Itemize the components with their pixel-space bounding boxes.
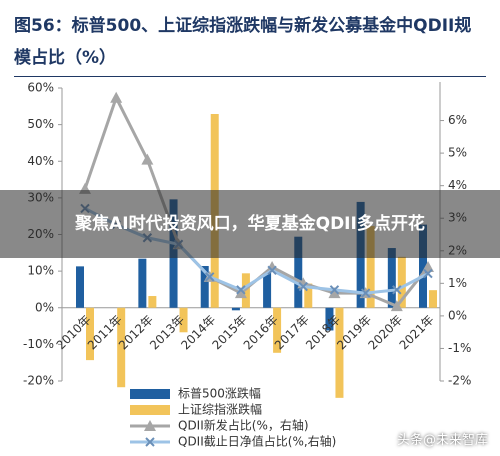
x-tick-label: 2021年 xyxy=(397,312,437,352)
bar xyxy=(419,224,427,308)
bar xyxy=(429,290,437,308)
bar xyxy=(138,258,147,308)
y-tick-label: -20% xyxy=(23,374,54,388)
bar xyxy=(294,236,303,308)
title-rule xyxy=(14,76,486,77)
y-tick-label: 0% xyxy=(35,300,54,314)
y2-tick-label: -1% xyxy=(448,341,471,355)
y-tick-label: 50% xyxy=(27,117,54,131)
y2-tick-label: 6% xyxy=(448,113,467,127)
bar xyxy=(387,248,396,308)
legend-swatch xyxy=(130,389,170,399)
bar xyxy=(76,266,84,308)
bar xyxy=(148,296,157,308)
marker xyxy=(329,285,340,295)
marker xyxy=(390,300,403,312)
legend-label: 标普500涨跌幅 xyxy=(178,386,261,401)
marker xyxy=(360,288,371,298)
legend-label: QDII新发占比(%，右轴) xyxy=(178,418,309,433)
marker xyxy=(267,265,277,276)
bar xyxy=(231,307,240,311)
marker xyxy=(423,268,433,279)
legend-label: QDII截止日净值占比(%,右轴) xyxy=(178,434,336,449)
bar xyxy=(304,283,313,308)
bar xyxy=(117,307,126,388)
bar xyxy=(86,307,94,361)
bar xyxy=(263,272,272,308)
bar xyxy=(397,256,406,308)
headline-text: 聚焦AI时代投资风口，华夏基金QDII多点开花 xyxy=(75,214,425,234)
marker xyxy=(328,287,341,299)
marker xyxy=(298,281,308,292)
bar xyxy=(325,307,334,331)
bar xyxy=(200,265,209,308)
marker xyxy=(110,91,123,103)
marker xyxy=(236,285,246,295)
marker xyxy=(141,153,154,165)
marker xyxy=(234,287,247,299)
y-tick-label: 10% xyxy=(27,264,54,278)
legend-marker xyxy=(145,437,155,447)
y-tick-label: 60% xyxy=(27,81,54,95)
y2-tick-label: 1% xyxy=(448,276,467,290)
marker xyxy=(266,261,279,273)
bar xyxy=(366,226,375,308)
marker xyxy=(392,285,402,295)
bar xyxy=(273,307,282,353)
y-tick-label: 40% xyxy=(27,154,54,168)
y2-tick-label: 5% xyxy=(448,146,467,160)
legend-marker xyxy=(144,420,156,431)
watermark: 头条@未来智库 xyxy=(396,433,488,448)
bar xyxy=(335,307,344,398)
y-tick-label: -10% xyxy=(23,337,54,351)
y2-tick-label: 0% xyxy=(448,308,467,322)
bar xyxy=(179,307,188,333)
overlay-headline: 聚焦AI时代投资风口，华夏基金QDII多点开花 xyxy=(0,190,500,258)
y2-tick-label: 4% xyxy=(448,178,467,192)
legend-label: 上证综指涨跌幅 xyxy=(178,402,262,417)
marker xyxy=(205,272,215,282)
legend-swatch xyxy=(130,405,170,415)
y2-tick-label: -2% xyxy=(448,374,471,388)
chart-title: 图56：标普500、上证综指涨跌幅与新发公募基金中QDII规模占比（%） xyxy=(14,16,472,68)
